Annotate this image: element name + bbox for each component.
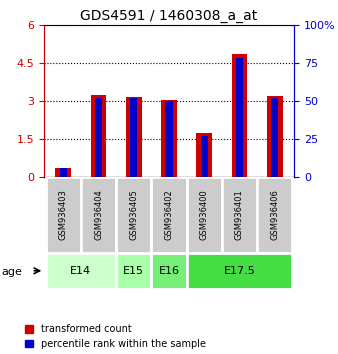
Bar — [165, 101, 173, 177]
FancyBboxPatch shape — [151, 253, 187, 289]
Text: E15: E15 — [123, 266, 144, 276]
Text: GSM936404: GSM936404 — [94, 190, 103, 240]
Text: GSM936401: GSM936401 — [235, 190, 244, 240]
FancyBboxPatch shape — [116, 253, 151, 289]
Bar — [236, 58, 243, 177]
FancyBboxPatch shape — [81, 177, 116, 253]
FancyBboxPatch shape — [257, 177, 292, 253]
Bar — [196, 133, 212, 177]
Bar — [95, 98, 102, 177]
Text: E16: E16 — [159, 266, 179, 276]
Bar — [232, 54, 247, 177]
FancyBboxPatch shape — [187, 177, 222, 253]
Text: GSM936402: GSM936402 — [165, 190, 173, 240]
FancyBboxPatch shape — [116, 177, 151, 253]
Text: GSM936403: GSM936403 — [59, 190, 68, 240]
Bar — [126, 97, 142, 177]
Text: GSM936400: GSM936400 — [200, 190, 209, 240]
Bar — [60, 168, 67, 177]
Text: GDS4591 / 1460308_a_at: GDS4591 / 1460308_a_at — [80, 9, 258, 23]
Bar — [130, 98, 137, 177]
Text: E14: E14 — [70, 266, 92, 276]
FancyBboxPatch shape — [187, 253, 292, 289]
FancyBboxPatch shape — [46, 177, 81, 253]
Bar — [201, 136, 208, 177]
Bar — [271, 98, 278, 177]
Bar — [91, 95, 106, 177]
Text: E17.5: E17.5 — [223, 266, 255, 276]
Text: GSM936406: GSM936406 — [270, 190, 279, 240]
Bar — [55, 168, 71, 177]
Bar — [161, 99, 177, 177]
FancyBboxPatch shape — [222, 177, 257, 253]
Legend: transformed count, percentile rank within the sample: transformed count, percentile rank withi… — [25, 324, 206, 349]
Text: age: age — [2, 267, 23, 277]
FancyBboxPatch shape — [46, 253, 116, 289]
Bar — [267, 96, 283, 177]
FancyBboxPatch shape — [151, 177, 187, 253]
Text: GSM936405: GSM936405 — [129, 190, 138, 240]
